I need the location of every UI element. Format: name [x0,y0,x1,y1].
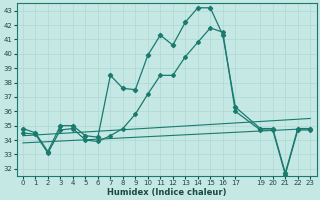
X-axis label: Humidex (Indice chaleur): Humidex (Indice chaleur) [107,188,226,197]
